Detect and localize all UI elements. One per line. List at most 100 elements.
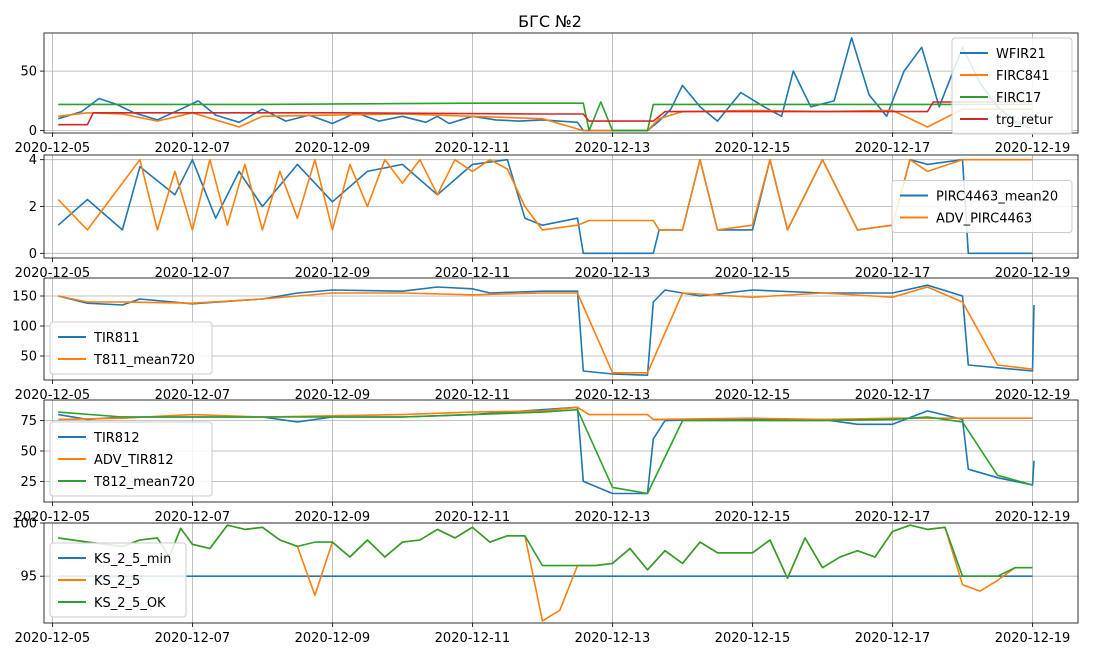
legend-label-adv-pirc4463: ADV_PIRC4463 <box>936 212 1032 227</box>
axes-frame <box>43 32 1079 134</box>
y-tick-label: 100 <box>12 320 37 335</box>
x-tick-label: 2020-12-17 <box>855 510 931 525</box>
legend: TIR811 T811_mean720 <box>49 321 213 375</box>
legend-box <box>951 37 1073 135</box>
x-tick-label: 2020-12-19 <box>995 266 1071 281</box>
series-line-trg-retur <box>58 101 1033 126</box>
legend-label-ks-2-5-ok: KS_2_5_OK <box>94 596 166 611</box>
x-tick-label: 2020-12-15 <box>715 141 791 156</box>
series-line-t812-mean720 <box>58 408 1033 495</box>
legend-label-ks-2-5-min: KS_2_5_min <box>94 552 171 567</box>
axes-frame <box>43 277 1079 381</box>
legend-box <box>49 542 187 618</box>
axes-frame <box>43 522 1079 624</box>
y-tick-label: 75 <box>20 414 37 429</box>
legend-box <box>49 321 213 375</box>
series-group <box>58 284 1035 376</box>
x-tick-label: 2020-12-09 <box>295 266 371 281</box>
x-tick-label: 2020-12-07 <box>155 266 231 281</box>
y-tick-label: 25 <box>20 475 37 490</box>
series-line-firc17 <box>58 101 1033 132</box>
legend-label-pirc4463-mean20: PIRC4463_mean20 <box>936 190 1058 205</box>
x-tick-label: 2020-12-19 <box>995 141 1071 156</box>
x-tick-label: 2020-12-09 <box>295 141 371 156</box>
x-tick-label: 2020-12-17 <box>855 141 931 156</box>
legend-box <box>891 180 1073 233</box>
x-tick-label: 2020-12-17 <box>855 266 931 281</box>
x-tick-label: 2020-12-11 <box>435 388 511 403</box>
legend-box <box>49 421 213 497</box>
legend-label-wfir21: WFIR21 <box>996 47 1046 62</box>
legend-label-t812-mean720: T812_mean720 <box>93 475 195 490</box>
series-group <box>58 524 1033 622</box>
y-tick-label: 0 <box>29 124 37 139</box>
panel-5: 95 100 2020-12-05 2020-12-07 2020-12-09 2020-… <box>12 517 1079 646</box>
x-tick-label: 2020-12-13 <box>575 141 651 156</box>
y-tick-label: 0 <box>29 247 37 262</box>
x-tick-label: 2020-12-07 <box>155 388 231 403</box>
legend: PIRC4463_mean20 ADV_PIRC4463 <box>891 180 1073 233</box>
x-tick-label: 2020-12-13 <box>575 266 651 281</box>
x-tick-label: 2020-12-05 <box>15 631 91 646</box>
series-group <box>58 406 1035 495</box>
legend: TIR812 ADV_TIR812 T812_mean720 <box>49 421 213 497</box>
legend-label-firc841: FIRC841 <box>996 69 1050 84</box>
series-line-wfir21 <box>57 37 1030 132</box>
legend: KS_2_5_min KS_2_5 KS_2_5_OK <box>49 542 187 618</box>
x-tick-label: 2020-12-13 <box>575 631 651 646</box>
legend-label-ks-2-5: KS_2_5 <box>94 574 140 589</box>
x-tick-label: 2020-12-05 <box>15 510 91 525</box>
x-tick-label: 2020-12-19 <box>995 510 1071 525</box>
panel-4: 25 50 75 2020-12-05 2020-12-07 2020-12-09 2020… <box>15 399 1079 525</box>
x-tick-label: 2020-12-11 <box>435 631 511 646</box>
y-tick-label: 2 <box>29 200 37 215</box>
x-tick-label: 2020-12-07 <box>155 141 231 156</box>
series-group <box>57 158 1033 255</box>
y-tick-label: 95 <box>20 570 37 585</box>
panels: 0 50 2020-12-05 2020-12-07 2020-12-09 2020-12… <box>12 32 1079 646</box>
series-line-t811-mean720 <box>58 286 1033 374</box>
legend-label-adv-tir812: ADV_TIR812 <box>94 453 174 468</box>
x-tick-label: 2020-12-13 <box>575 388 651 403</box>
y-tick-label: 150 <box>12 290 37 305</box>
x-tick-label: 2020-12-17 <box>855 388 931 403</box>
legend: WFIR21 FIRC841 FIRC17 trg_retur <box>951 37 1073 135</box>
x-tick-label: 2020-12-19 <box>995 388 1071 403</box>
x-tick-label: 2020-12-15 <box>715 266 791 281</box>
legend-label-tir812: TIR812 <box>93 431 140 446</box>
series-line-adv-pirc4463 <box>57 158 1033 231</box>
series-line-ks-2-5-ok <box>58 524 1033 580</box>
x-tick-label: 2020-12-11 <box>435 510 511 525</box>
figure-title: БГС №2 <box>518 12 582 31</box>
x-tick-label: 2020-12-07 <box>155 631 231 646</box>
x-tick-label: 2020-12-05 <box>15 141 91 156</box>
x-tick-label: 2020-12-13 <box>575 510 651 525</box>
y-tick-label: 100 <box>12 517 37 532</box>
x-tick-label: 2020-12-15 <box>715 388 791 403</box>
y-tick-label: 50 <box>20 350 37 365</box>
x-tick-label: 2020-12-05 <box>15 266 91 281</box>
y-tick-label: 50 <box>20 65 37 80</box>
panel-3: 50 100 150 2020-12-05 2020-12-07 2020-12-09 20… <box>12 277 1079 403</box>
x-tick-label: 2020-12-15 <box>715 510 791 525</box>
y-tick-label: 50 <box>20 445 37 460</box>
x-tick-label: 2020-12-19 <box>995 631 1071 646</box>
x-tick-label: 2020-12-07 <box>155 510 231 525</box>
x-tick-label: 2020-12-09 <box>295 631 371 646</box>
y-tick-label: 4 <box>29 153 37 168</box>
legend-label-t811-mean720: T811_mean720 <box>93 353 195 368</box>
panel-2: 0 2 4 2020-12-05 2020-12-07 2020-12-09 2020-12… <box>15 153 1079 281</box>
x-tick-label: 2020-12-09 <box>295 388 371 403</box>
x-tick-label: 2020-12-09 <box>295 510 371 525</box>
x-tick-label: 2020-12-17 <box>855 631 931 646</box>
x-tick-label: 2020-12-05 <box>15 388 91 403</box>
panel-1: 0 50 2020-12-05 2020-12-07 2020-12-09 2020-12… <box>15 32 1079 156</box>
x-tick-label: 2020-12-11 <box>435 141 511 156</box>
x-tick-label: 2020-12-15 <box>715 631 791 646</box>
series-group <box>57 37 1033 132</box>
legend-label-tir811: TIR811 <box>93 331 140 346</box>
legend-label-firc17: FIRC17 <box>996 91 1041 106</box>
x-tick-label: 2020-12-11 <box>435 266 511 281</box>
legend-label-trg-retur: trg_retur <box>996 113 1053 128</box>
